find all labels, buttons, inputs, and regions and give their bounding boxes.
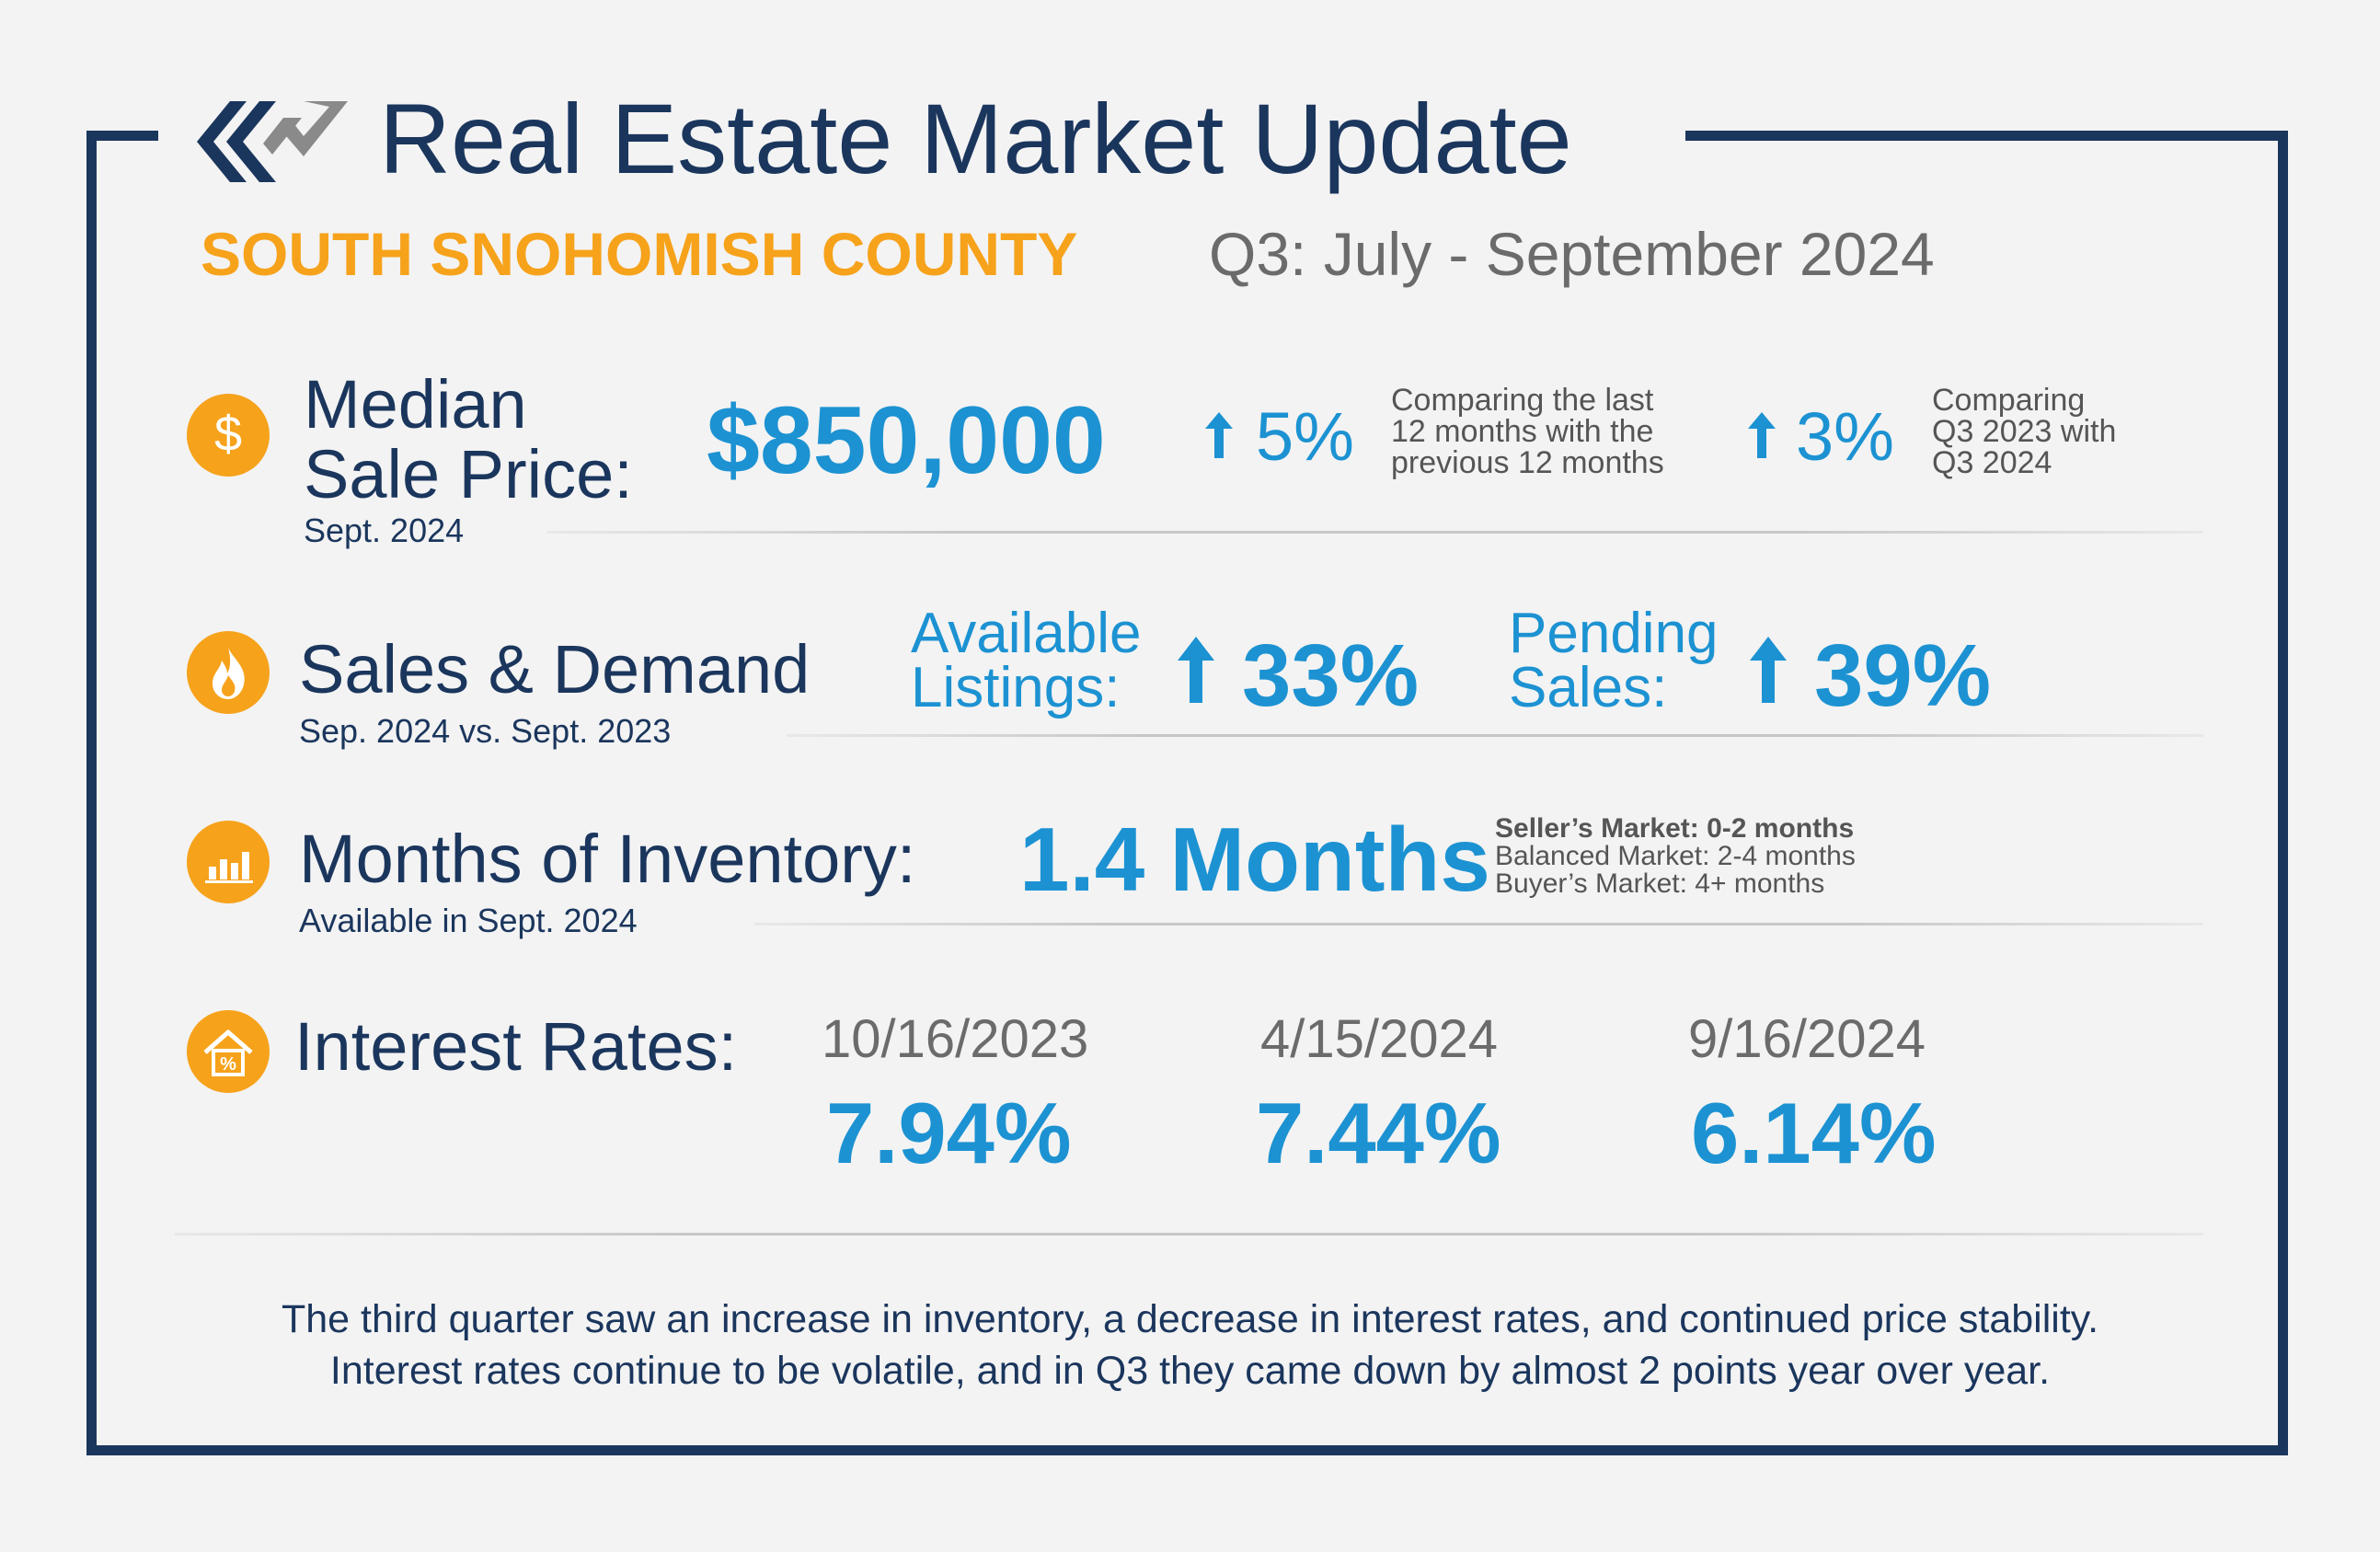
- median-change-q3-note-2: Q3 2023 with: [1932, 414, 2117, 449]
- sellers-market-note: Seller’s Market: 0-2 months: [1495, 813, 1855, 844]
- divider: [175, 1233, 2203, 1236]
- summary-line-2: Interest rates continue to be volatile, …: [329, 1349, 2051, 1393]
- interest-rates-label: Interest Rates:: [294, 1008, 738, 1085]
- rate-value-1: 7.94%: [826, 1085, 1072, 1181]
- rate-date-2: 4/15/2024: [1260, 1009, 1499, 1069]
- pending-sales-value: 39%: [1814, 627, 1992, 725]
- median-label-line1: Median: [304, 366, 527, 443]
- median-change-q3-note-3: Q3 2024: [1932, 445, 2052, 480]
- divider: [787, 734, 2203, 737]
- median-change-12mo-note-3: previous 12 months: [1391, 445, 1664, 480]
- median-change-12mo-note-1: Comparing the last: [1391, 383, 1654, 418]
- available-listings-label-2: Listings:: [911, 656, 1121, 719]
- up-arrow-icon: [1750, 637, 1787, 703]
- median-price-value: $850,000: [707, 387, 1106, 494]
- median-label-line2: Sale Price:: [304, 436, 633, 512]
- inventory-label: Months of Inventory:: [299, 821, 916, 897]
- available-listings-value: 33%: [1242, 627, 1420, 725]
- balanced-market-note: Balanced Market: 2-4 months: [1495, 841, 1856, 871]
- svg-text:%: %: [220, 1054, 236, 1075]
- logo-icon: [197, 101, 348, 182]
- divider: [547, 531, 2203, 534]
- sales-demand-label: Sales & Demand: [299, 631, 811, 707]
- up-arrow-icon: [1748, 412, 1776, 458]
- rate-date-1: 10/16/2023: [822, 1009, 1089, 1069]
- median-change-12mo: 5%: [1256, 398, 1354, 475]
- summary-line-1: The third quarter saw an increase in inv…: [281, 1297, 2099, 1341]
- house-percent-icon: %: [187, 1010, 270, 1093]
- inventory-value: 1.4 Months: [1019, 809, 1490, 910]
- sales-demand-sublabel: Sep. 2024 vs. Sept. 2023: [299, 712, 672, 750]
- border-frame: [86, 131, 2288, 1455]
- up-arrow-icon: [1205, 412, 1233, 458]
- pending-sales-label-1: Pending: [1509, 602, 1719, 665]
- report-period: Q3: July - September 2024: [1209, 220, 1935, 288]
- flame-icon: [187, 631, 270, 714]
- rate-value-2: 7.44%: [1256, 1085, 1501, 1181]
- median-change-q3: 3%: [1796, 398, 1894, 475]
- divider: [754, 923, 2203, 925]
- rate-date-3: 9/16/2024: [1688, 1009, 1926, 1069]
- rate-value-3: 6.14%: [1691, 1085, 1937, 1181]
- median-sublabel: Sept. 2024: [304, 512, 465, 549]
- median-change-12mo-note-2: 12 months with the: [1391, 414, 1654, 449]
- buyers-market-note: Buyer’s Market: 4+ months: [1495, 868, 1825, 899]
- dollar-icon: $: [187, 394, 270, 477]
- available-listings-label-1: Available: [911, 602, 1142, 665]
- page-title: Real Estate Market Update: [379, 83, 1572, 194]
- county-name: SOUTH SNOHOMISH COUNTY: [201, 220, 1078, 288]
- svg-text:$: $: [214, 407, 242, 462]
- pending-sales-label-2: Sales:: [1509, 656, 1668, 719]
- inventory-sublabel: Available in Sept. 2024: [299, 902, 638, 939]
- median-change-q3-note-1: Comparing: [1932, 383, 2086, 418]
- up-arrow-icon: [1178, 637, 1214, 703]
- title-background: [158, 74, 1685, 193]
- bar-chart-icon: [187, 821, 270, 903]
